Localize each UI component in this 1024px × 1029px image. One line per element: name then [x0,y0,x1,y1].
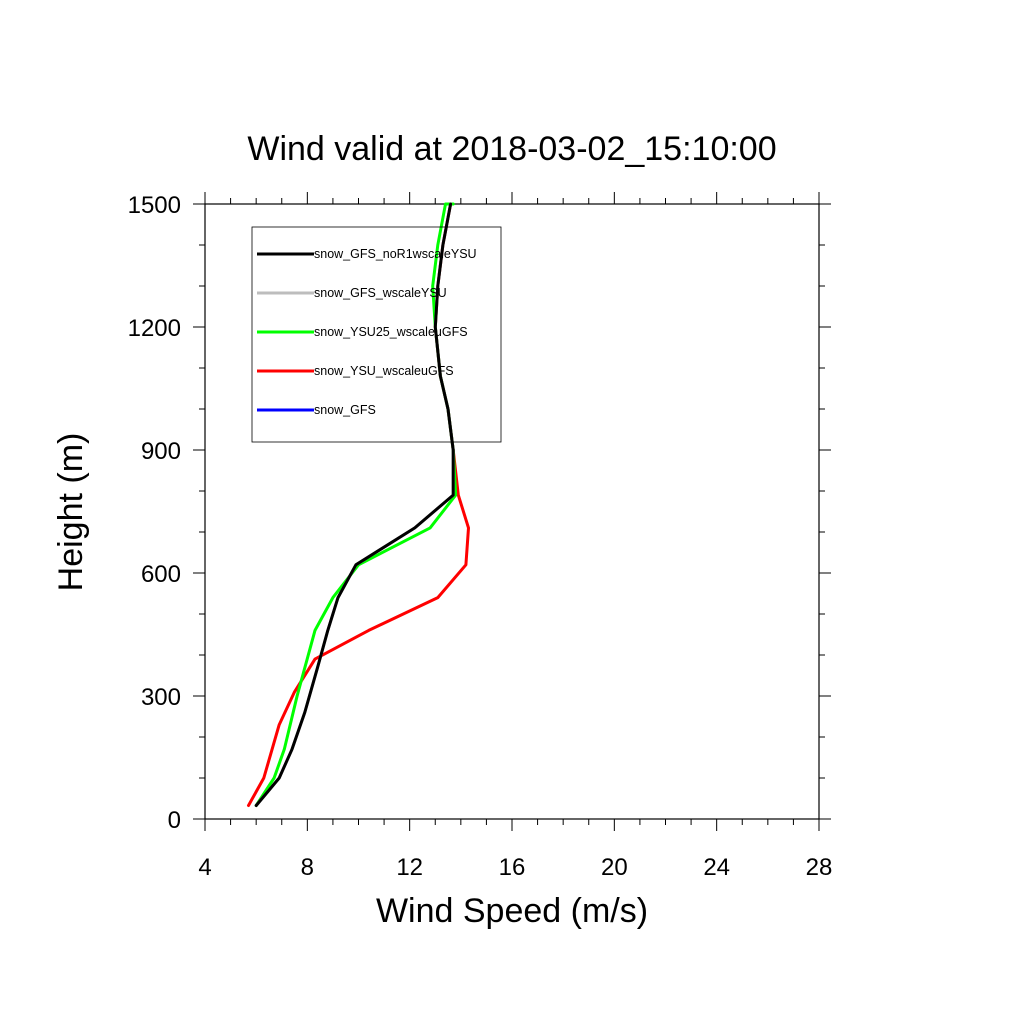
x-tick-label: 8 [301,854,314,881]
x-tick-label: 12 [396,854,423,881]
legend-label: snow_YSU_wscaleuGFS [314,364,454,378]
series-line [254,202,455,807]
x-tick-label: 24 [703,854,730,881]
legend-label: snow_GFS_wscaleYSU [314,286,447,300]
x-tick-label: 28 [806,854,833,881]
y-tick-label: 600 [141,561,181,588]
y-tick-label: 1200 [128,315,181,342]
legend: snow_GFS_noR1wscaleYSU snow_GFS_wscaleYSU… [251,226,502,443]
chart-title: Wind valid at 2018-03-02_15:10:00 [247,130,776,168]
x-tick-label: 16 [499,854,526,881]
legend-label: snow_GFS [314,403,376,417]
legend-label: snow_GFS_noR1wscaleYSU [314,247,477,261]
y-tick-label: 1500 [128,192,181,219]
y-axis-label: Height (m) [52,433,90,592]
plot-area: 4 8 12 16 20 24 28 0 300 600 900 1200 1500 [128,192,833,881]
x-tick-label: 20 [601,854,628,881]
x-axis-label: Wind Speed (m/s) [376,892,648,930]
y-tick-label: 0 [168,807,181,834]
legend-label: snow_YSU25_wscaleuGFS [314,325,468,339]
y-tick-label: 300 [141,684,181,711]
legend-frame [251,226,502,443]
y-tick-label: 900 [141,438,181,465]
series-line [254,202,458,807]
x-tick-label: 4 [198,854,211,881]
